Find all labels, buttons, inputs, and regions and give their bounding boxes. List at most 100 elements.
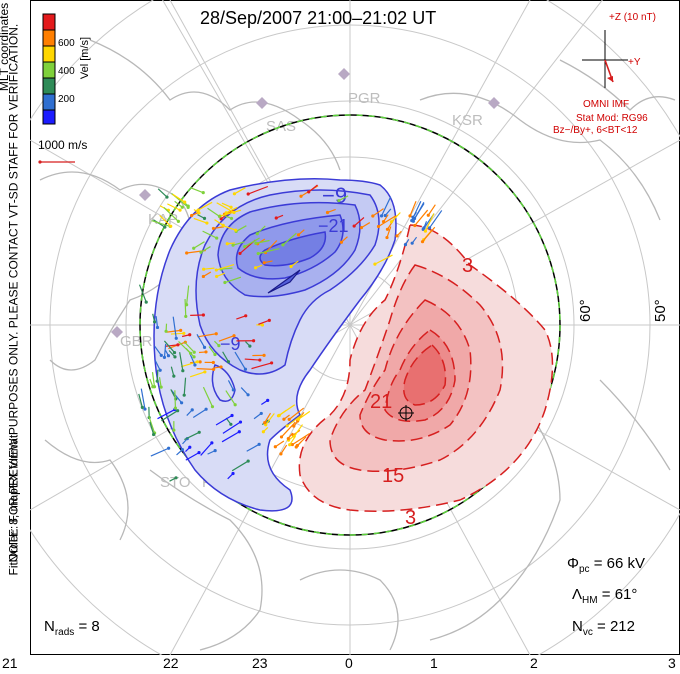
contour-label: 3 [462, 255, 473, 277]
velocity-vector-origin [263, 420, 267, 425]
velocity-vector-origin [395, 234, 399, 238]
velocity-vector [221, 431, 240, 443]
velocity-vector-origin [260, 323, 265, 327]
velocity-vector [361, 222, 371, 229]
velocity-vector-origin [257, 442, 261, 446]
mlt-axis-label: 3 [668, 655, 676, 671]
velocity-vector-origin [281, 243, 285, 247]
velocity-vector-origin [408, 214, 412, 218]
velocity-vector-origin [273, 445, 277, 449]
velocity-vector-origin [173, 355, 177, 359]
velocity-vector-origin [204, 350, 208, 354]
velocity-vector-origin [198, 360, 202, 364]
potential-max-marker [398, 405, 414, 421]
velocity-vector-origin [212, 367, 216, 371]
velocity-vector-origin [339, 240, 344, 244]
velocity-vector-origin [383, 213, 387, 218]
velocity-vector [378, 215, 396, 228]
velocity-vector-origin [215, 274, 219, 279]
velocity-vector-origin [230, 413, 234, 418]
velocity-vector [298, 410, 311, 420]
velocity-vector-origin [225, 242, 229, 246]
reference-vector-label: 1000 m/s [38, 138, 88, 152]
velocity-vector-origin [238, 251, 242, 256]
velocity-vector [207, 207, 220, 217]
velocity-vector [215, 415, 233, 426]
velocity-vector-origin [201, 274, 205, 279]
velocity-vector [140, 388, 146, 410]
velocity-vector-origin [411, 219, 415, 223]
velocity-vector-origin [232, 192, 237, 196]
velocity-vector [159, 214, 172, 227]
velocity-vector [197, 333, 217, 338]
velocity-vector [372, 208, 384, 217]
velocity-vector-origin [252, 339, 256, 343]
velocity-vector-origin [197, 451, 201, 455]
velocity-vector [213, 226, 225, 230]
velocity-vector-origin [214, 268, 218, 272]
mlt-axis-label: 21 [2, 655, 18, 671]
velocity-vector [258, 247, 280, 255]
velocity-vector-origin [202, 267, 206, 271]
velocity-vector [240, 387, 249, 396]
velocity-vector-origin [172, 374, 176, 378]
velocity-vector-origin [172, 428, 176, 432]
velocity-vector-origin [183, 200, 187, 204]
velocity-vector-origin [229, 216, 234, 221]
velocity-vector-origin [221, 223, 225, 227]
velocity-vector-origin [195, 360, 200, 364]
velocity-vector-origin [246, 192, 250, 196]
velocity-vector-origin [277, 413, 281, 417]
velocity-vector [197, 201, 213, 211]
map-title: 28/Sep/2007 21:00–21:02 UT [200, 8, 437, 28]
velocity-vector [225, 390, 236, 406]
velocity-vector-origin [202, 216, 207, 220]
hm-boundary-dash [139, 114, 561, 536]
velocity-vector [429, 210, 443, 229]
velocity-vector-origin [196, 208, 200, 212]
positive-cell [298, 224, 554, 512]
velocity-vector [202, 386, 213, 407]
velocity-vector-origin [371, 214, 375, 218]
velocity-vector-origin [180, 205, 184, 209]
negative-cell [153, 178, 397, 512]
velocity-vector-origin [226, 360, 231, 364]
imf-stat-mod: Stat Mod: RG96 [576, 113, 648, 124]
velocity-vector [236, 315, 246, 320]
velocity-vector-origin [289, 264, 293, 269]
velocity-vector-origin [248, 344, 252, 348]
velocity-vector [251, 362, 272, 370]
velocity-vector [148, 415, 156, 434]
velocity-vector [374, 254, 393, 265]
velocity-vector [189, 354, 196, 366]
velocity-vector-origin [403, 243, 408, 247]
velocity-vector [150, 447, 169, 457]
velocity-vector-origin [359, 226, 364, 230]
velocity-vector-origin [231, 388, 235, 392]
velocity-vector-origin [292, 434, 296, 438]
velocity-vector-origin [155, 325, 160, 330]
velocity-vector-origin [246, 459, 250, 463]
velocity-vector-origin [373, 262, 377, 266]
velocity-vector-origin [217, 214, 222, 218]
velocity-vector-origin [290, 442, 294, 447]
velocity-vector-origin [256, 252, 260, 256]
velocity-vector-origin [192, 246, 196, 250]
velocity-vector-origin [204, 407, 208, 411]
velocity-vector-origin [181, 369, 185, 373]
velocity-vector [172, 193, 186, 203]
velocity-vector [163, 343, 167, 358]
velocity-vector-origin [219, 217, 223, 221]
velocity-vector [163, 206, 179, 222]
velocity-vector-origin [381, 220, 386, 224]
velocity-vector-origin [214, 332, 218, 336]
velocity-vector [281, 421, 296, 438]
velocity-vector [235, 225, 247, 232]
contour-label: 21 [370, 391, 392, 413]
velocity-vector-origin [223, 280, 227, 285]
velocity-vector-origin [173, 406, 178, 410]
velocity-vector-origin [167, 446, 171, 450]
velocity-vector-origin [254, 241, 258, 245]
velocity-vector-origin [143, 407, 147, 411]
velocity-vector-origin [219, 365, 223, 369]
